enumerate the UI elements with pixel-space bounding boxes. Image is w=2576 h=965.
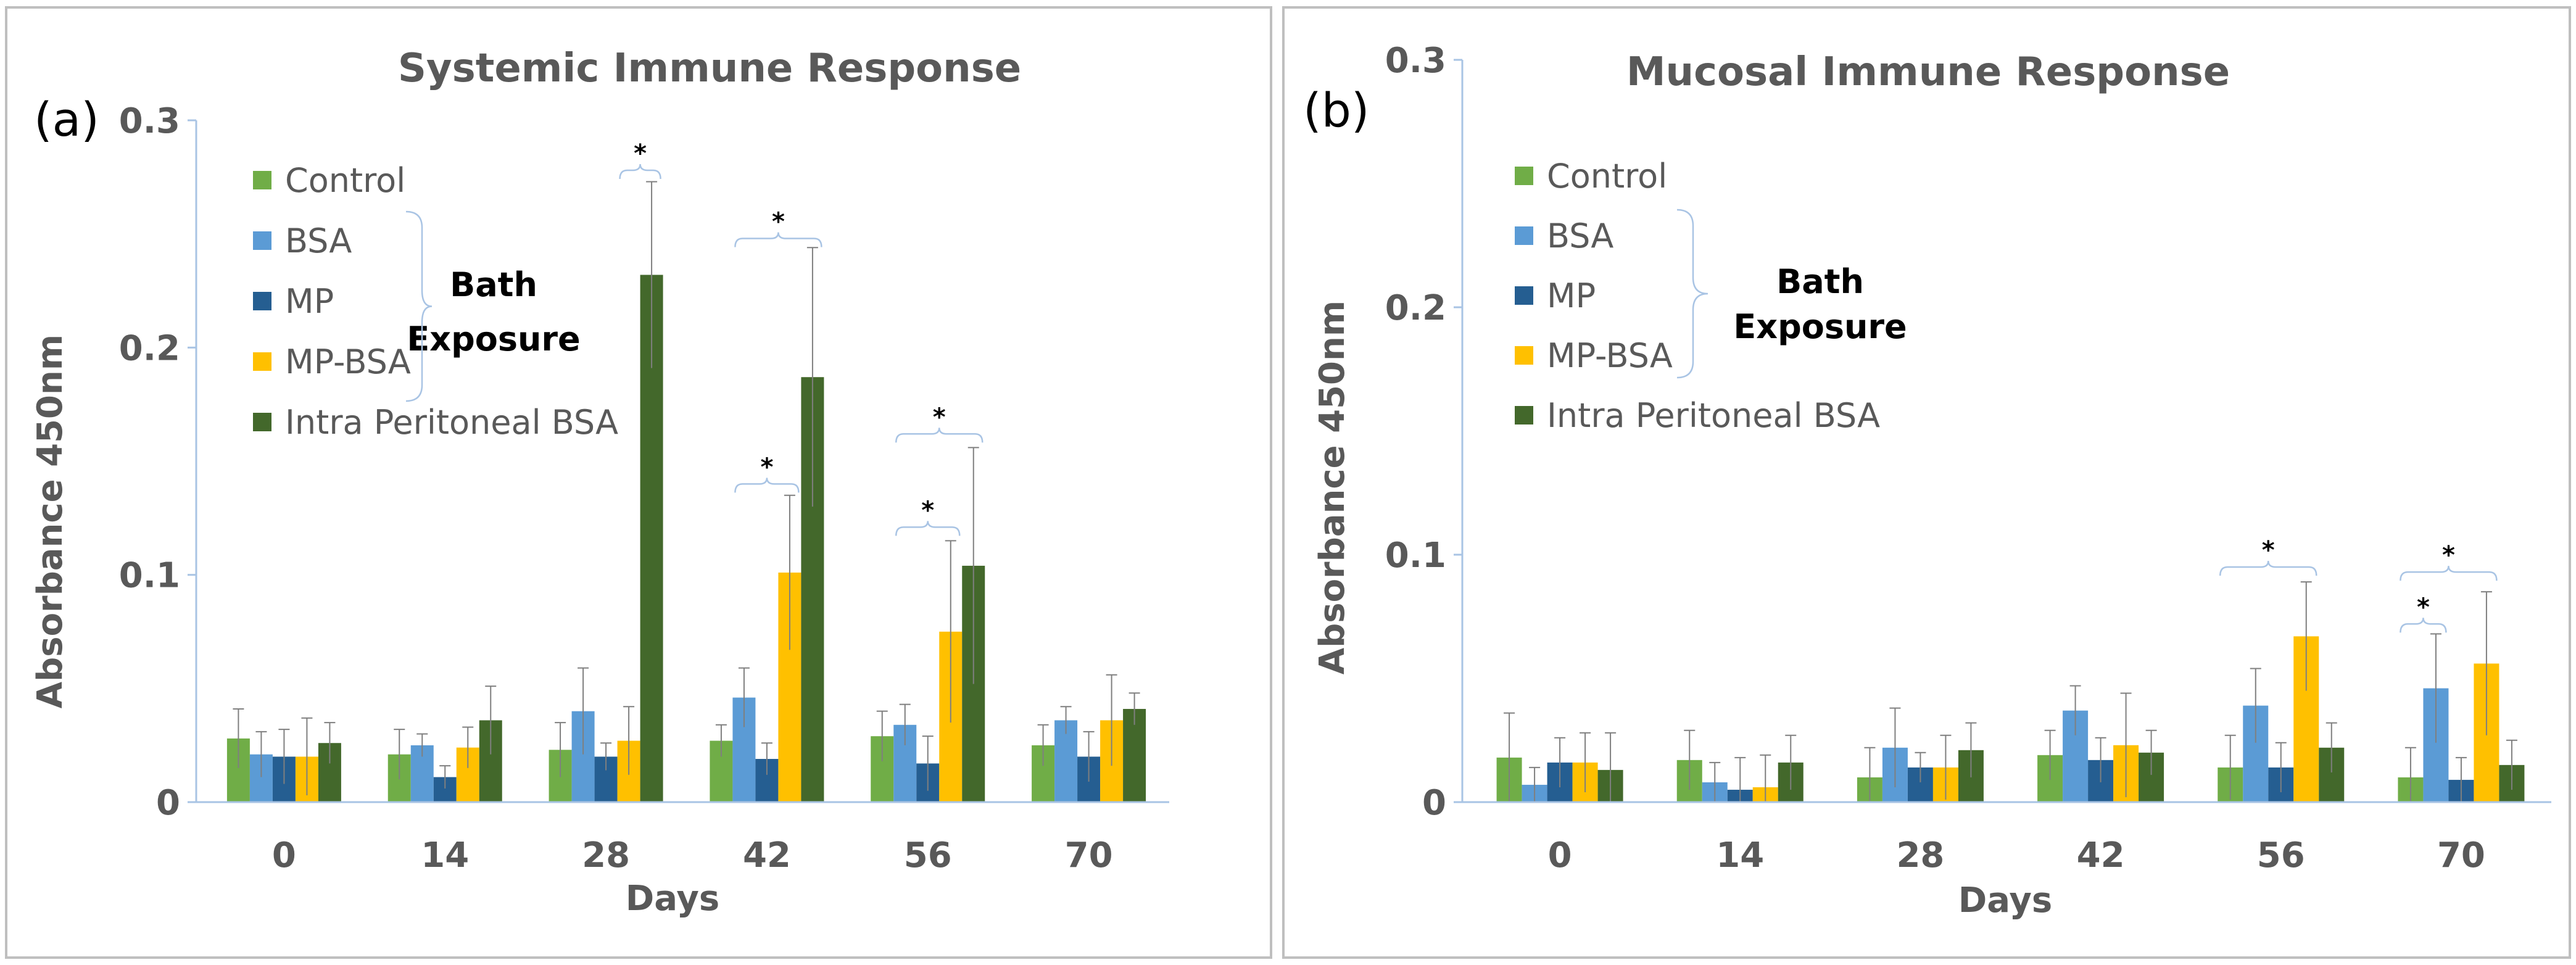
legend-label-mp: MP <box>285 282 334 321</box>
legend-swatch-control <box>1515 167 1533 185</box>
bars <box>226 181 1146 802</box>
y-axis-title: Absorbance 450nm <box>1312 300 1352 674</box>
significance-brackets: * * * <box>2219 536 2498 633</box>
legend-label-mp: MP <box>1547 276 1596 315</box>
x-tick-label: 28 <box>1896 835 1944 876</box>
legend: Control BSA MP MP-BSA Intra Peritoneal BSA <box>1515 157 1880 435</box>
x-tick-label: 14 <box>1716 835 1764 876</box>
x-axis: 0 14 28 42 56 70 <box>1462 801 2551 876</box>
legend-swatch-intra-peritoneal-bsa <box>253 413 271 431</box>
y-tick-label: 0.1 <box>1385 536 1446 576</box>
legend-label-bsa: BSA <box>285 222 352 260</box>
x-tick-label: 42 <box>743 835 791 876</box>
y-tick-label: 0.3 <box>119 101 180 141</box>
significance-star: * <box>772 208 785 236</box>
legend-swatch-mp <box>253 292 271 310</box>
legend-label-intra-peritoneal-bsa: Intra Peritoneal BSA <box>285 403 618 442</box>
legend-label-bsa: BSA <box>1547 217 1613 255</box>
x-tick-label: 14 <box>421 835 469 876</box>
legend-label-control: Control <box>1547 157 1667 196</box>
group-label-line1: Bath <box>1776 262 1864 301</box>
chart-title: Mucosal Immune Response <box>1626 49 2230 95</box>
significance-star: * <box>921 496 934 524</box>
significance-star: * <box>2442 541 2455 569</box>
x-axis-title: Days <box>1958 880 2052 921</box>
significance-star: * <box>2417 593 2430 621</box>
panel-label: (a) <box>34 92 99 147</box>
y-tick-label: 0 <box>156 783 180 823</box>
legend-label-mp-bsa: MP-BSA <box>1547 336 1673 375</box>
significance-bracket <box>895 428 984 443</box>
legend: Control BSA MP MP-BSA Intra Peritoneal BSA <box>253 161 618 442</box>
y-tick-label: 0.3 <box>1385 41 1446 81</box>
x-tick-label: 42 <box>2077 835 2125 876</box>
bars <box>1496 581 2525 802</box>
y-tick-label: 0.2 <box>119 328 180 368</box>
y-axis-title: Absorbance 450nm <box>30 334 70 708</box>
significance-star: * <box>2262 536 2275 565</box>
legend-swatch-intra-peritoneal-bsa <box>1515 406 1533 425</box>
x-tick-label: 28 <box>582 835 630 876</box>
group-label-line2: Exposure <box>1733 307 1907 346</box>
legend-swatch-mp-bsa <box>253 352 271 371</box>
panel-label: (b) <box>1303 83 1370 138</box>
panel-mucosal: (b) Mucosal Immune Response Absorbance 4… <box>1282 6 2571 959</box>
legend-curly-brace <box>1676 209 1708 379</box>
legend-swatch-bsa <box>253 231 271 250</box>
y-tick-label: 0.1 <box>119 556 180 596</box>
significance-bracket <box>2219 560 2317 576</box>
legend-swatch-mp-bsa <box>1515 346 1533 365</box>
y-tick-label: 0 <box>1422 783 1446 823</box>
x-tick-label: 70 <box>2437 835 2485 876</box>
y-tick-label: 0.2 <box>1385 288 1446 328</box>
x-tick-label: 70 <box>1065 835 1113 876</box>
significance-star: * <box>634 139 647 168</box>
group-label-line1: Bath <box>450 265 537 304</box>
legend-group-brace: Bath Exposure <box>405 210 581 402</box>
legend-swatch-bsa <box>1515 226 1533 245</box>
legend-swatch-mp <box>1515 286 1533 305</box>
y-axis: 0 0.1 0.2 0.3 <box>1385 41 1464 823</box>
significance-brackets: * * * * * <box>619 139 984 536</box>
legend-label-mp-bsa: MP-BSA <box>285 342 411 381</box>
significance-bracket <box>2400 565 2498 581</box>
group-label-line2: Exposure <box>407 320 580 358</box>
x-axis: 0 14 28 42 56 70 <box>196 801 1169 876</box>
significance-star: * <box>760 453 773 481</box>
legend-label-intra-peritoneal-bsa: Intra Peritoneal BSA <box>1547 396 1880 435</box>
significance-bracket <box>895 521 961 536</box>
x-axis-title: Days <box>626 879 719 919</box>
legend-swatch-control <box>253 171 271 189</box>
x-tick-label: 0 <box>1548 835 1572 876</box>
chart-title: Systemic Immune Response <box>398 46 1021 91</box>
panel-border <box>1282 6 2571 959</box>
legend-curly-brace <box>405 210 433 402</box>
x-tick-label: 56 <box>2257 835 2305 876</box>
x-tick-label: 0 <box>272 835 296 876</box>
significance-star: * <box>933 403 946 431</box>
significance-bracket <box>2400 618 2447 633</box>
legend-label-control: Control <box>285 161 405 200</box>
panel-systemic: (a) Systemic Immune Response Absorbance … <box>5 6 1272 959</box>
legend-group-brace: Bath Exposure <box>1676 209 1907 379</box>
x-tick-label: 56 <box>904 835 952 876</box>
y-axis: 0 0.1 0.2 0.3 <box>119 101 197 823</box>
